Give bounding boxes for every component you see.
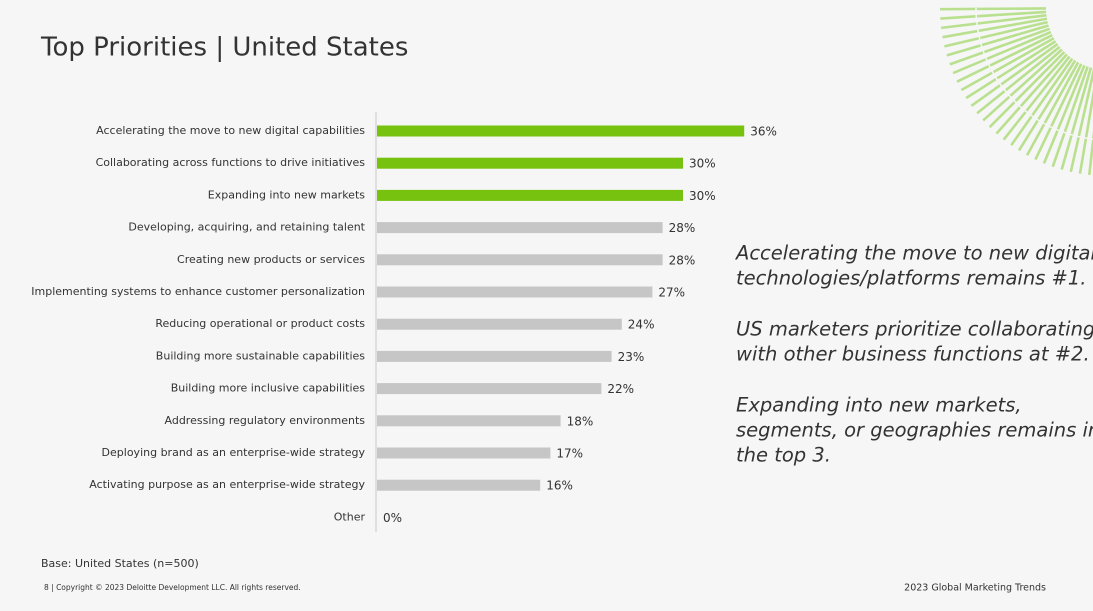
- value-label: 24%: [628, 318, 655, 332]
- sun-ray: [982, 48, 1063, 122]
- sun-ray: [995, 53, 1068, 135]
- sun-ray: [960, 37, 1055, 92]
- note-line: technologies/platforms remains #1.: [736, 267, 1086, 290]
- sun-ray: [1051, 66, 1089, 168]
- sun-ray: [1010, 57, 1074, 147]
- category-label: Building more sustainable capabilities: [156, 349, 365, 362]
- value-label: 30%: [689, 157, 716, 171]
- category-label: Collaborating across functions to drive …: [96, 156, 366, 169]
- bar: [377, 286, 653, 298]
- value-label: 16%: [546, 479, 573, 493]
- note-line: the top 3.: [736, 444, 831, 467]
- category-label: Creating new products or services: [177, 253, 365, 266]
- value-label: 28%: [669, 221, 696, 235]
- sun-ray: [1025, 61, 1080, 156]
- sun-ray: [941, 14, 1047, 30]
- bar: [377, 189, 683, 201]
- sun-ray: [949, 27, 1051, 66]
- value-label: 23%: [618, 350, 645, 364]
- sun-ray: [1002, 55, 1071, 141]
- sun-ray: [976, 45, 1061, 115]
- sun-ray: [1087, 130, 1093, 176]
- sun-ray: [944, 20, 1048, 48]
- sun-ray: [940, 10, 1047, 20]
- value-label: 18%: [567, 414, 594, 428]
- category-label: Expanding into new markets: [208, 188, 365, 201]
- bar: [377, 479, 541, 491]
- sun-ray: [946, 24, 1049, 57]
- note-line: Accelerating the move to new digital: [734, 242, 1093, 265]
- category-label: Reducing operational or product costs: [155, 317, 365, 330]
- sun-ray: [965, 40, 1057, 100]
- category-label: Addressing regulatory environments: [165, 414, 366, 427]
- note-line: Expanding into new markets,: [736, 394, 1022, 417]
- sun-ray: [1078, 88, 1093, 174]
- note-line: segments, or geographies remains in: [736, 419, 1093, 442]
- chart-title: Top Priorities | United States: [40, 33, 408, 63]
- sun-arc: [975, 7, 1093, 140]
- category-label: Implementing systems to enhance customer…: [31, 285, 365, 298]
- sun-ray: [988, 51, 1066, 129]
- bar: [377, 350, 612, 362]
- value-label: 22%: [607, 382, 634, 396]
- note-line: US marketers prioritize collaborating: [736, 318, 1093, 341]
- category-label: Building more inclusive capabilities: [171, 382, 366, 395]
- category-label: Accelerating the move to new digital cap…: [96, 124, 365, 137]
- sun-ray: [1034, 63, 1083, 161]
- category-label: Activating purpose as an enterprise-wide…: [89, 478, 365, 491]
- category-label: Deploying brand as an enterprise-wide st…: [102, 446, 366, 459]
- sun-ray: [952, 30, 1052, 75]
- bar: [377, 222, 663, 234]
- sun-ray: [1069, 68, 1093, 173]
- value-label: 36%: [750, 125, 777, 139]
- sun-ray: [956, 34, 1053, 83]
- value-label: 30%: [689, 189, 716, 203]
- value-label: 27%: [658, 286, 685, 300]
- bar: [377, 318, 622, 330]
- bar: [377, 254, 663, 266]
- bar: [377, 447, 551, 459]
- sun-ray: [942, 17, 1048, 39]
- footer-right: 2023 Global Marketing Trends: [904, 583, 1046, 594]
- bar: [377, 125, 745, 137]
- bar: [377, 383, 602, 395]
- base-note: Base: United States (n=500): [41, 557, 199, 570]
- bar: [377, 415, 561, 427]
- sun-ray: [1017, 59, 1077, 152]
- sun-ray: [1060, 67, 1093, 170]
- sun-ray: [939, 7, 1047, 11]
- category-label: Other: [334, 510, 366, 523]
- sun-ray: [1042, 64, 1086, 164]
- category-label: Developing, acquiring, and retaining tal…: [128, 221, 365, 234]
- sunburst-decoration: [939, 7, 1093, 176]
- sun-ray: [970, 43, 1059, 107]
- value-label: 0%: [383, 511, 402, 525]
- value-label: 17%: [556, 447, 583, 461]
- note-line: with other business functions at #2.: [736, 343, 1090, 366]
- bar: [377, 157, 683, 169]
- value-label: 28%: [669, 253, 696, 267]
- footer-left: 8 | Copyright © 2023 Deloitte Developmen…: [44, 583, 301, 592]
